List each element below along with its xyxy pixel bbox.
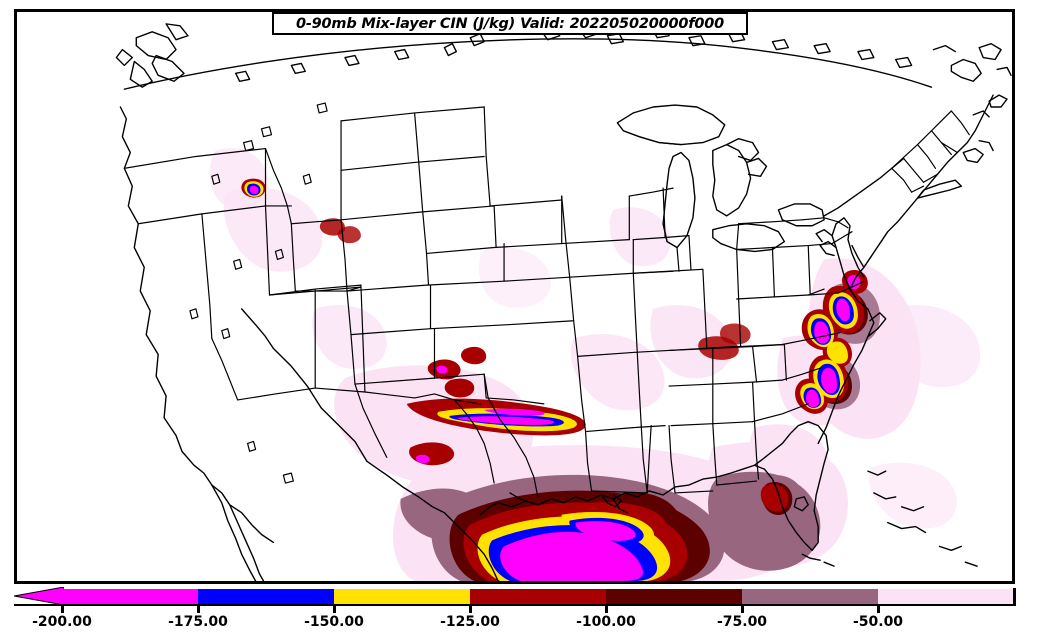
page-title: 0-90mb Mix-layer CIN (J/kg) Valid: 20220… — [295, 15, 725, 32]
colorbar-tick-label-1: -175.00 — [168, 614, 228, 630]
florida-coastline — [753, 420, 829, 552]
state-borders — [123, 102, 970, 498]
cin-band-magenta — [249, 185, 861, 581]
map-canvas[interactable] — [17, 12, 1012, 581]
lake-huron — [712, 143, 752, 217]
colorbar-tick-label-0: -200.00 — [32, 614, 92, 630]
colorbar-segment-3 — [470, 589, 606, 604]
colorbar-tick-1 — [197, 604, 200, 613]
colorbar-extend-min-arrow — [14, 587, 64, 605]
colorbar-segment-2 — [334, 589, 470, 604]
lake-okeechobee — [793, 496, 809, 512]
colorbar-tick-6 — [877, 604, 880, 613]
colorbar-tick-2 — [333, 604, 336, 613]
cape-cod — [962, 147, 984, 164]
colorbar-tick-label-6: -50.00 — [852, 614, 904, 630]
usa-canada-border — [123, 38, 933, 90]
mexico-gulf-coast — [443, 512, 499, 581]
baja-peninsula — [211, 484, 257, 581]
colorbar-segment-4 — [606, 589, 742, 604]
colorbar-tick-label-4: -100.00 — [576, 614, 636, 630]
cin-shading-layer — [209, 148, 981, 581]
long-island — [916, 179, 963, 199]
colorbar-axis-line — [14, 604, 1015, 606]
colorbar-segment-5 — [742, 589, 878, 604]
lake-michigan — [662, 151, 696, 249]
vancouver-island — [135, 31, 177, 61]
colorbar-segments — [62, 589, 1014, 604]
colorbar: -200.00 -175.00 -150.00 -125.00 -100.00 -75.0… — [0, 584, 1044, 640]
chesapeake-bay — [831, 217, 865, 290]
map-panel[interactable] — [14, 9, 1015, 584]
colorbar-end-cap — [1013, 588, 1016, 606]
gulf-coast-usa — [497, 464, 756, 508]
colorbar-tick-4 — [605, 604, 608, 613]
lake-erie — [712, 223, 786, 253]
lake-ontario — [777, 203, 825, 227]
colorbar-tick-label-3: -125.00 — [440, 614, 500, 630]
atlantic-coastline — [817, 94, 994, 445]
pacific-coastline — [119, 106, 275, 544]
colorbar-segment-1 — [198, 589, 334, 604]
colorbar-tick-3 — [469, 604, 472, 613]
colorbar-segment-6 — [878, 589, 1014, 604]
colorbar-segment-0 — [62, 589, 198, 604]
colorbar-tick-label-2: -150.00 — [304, 614, 364, 630]
lake-superior — [616, 104, 726, 146]
map-title-box: 0-90mb Mix-layer CIN (J/kg) Valid: 20220… — [272, 12, 748, 35]
colorbar-tick-label-5: -75.00 — [716, 614, 768, 630]
colorbar-tick-0 — [61, 604, 64, 613]
colorbar-tick-5 — [741, 604, 744, 613]
geography-layer — [115, 23, 1012, 581]
